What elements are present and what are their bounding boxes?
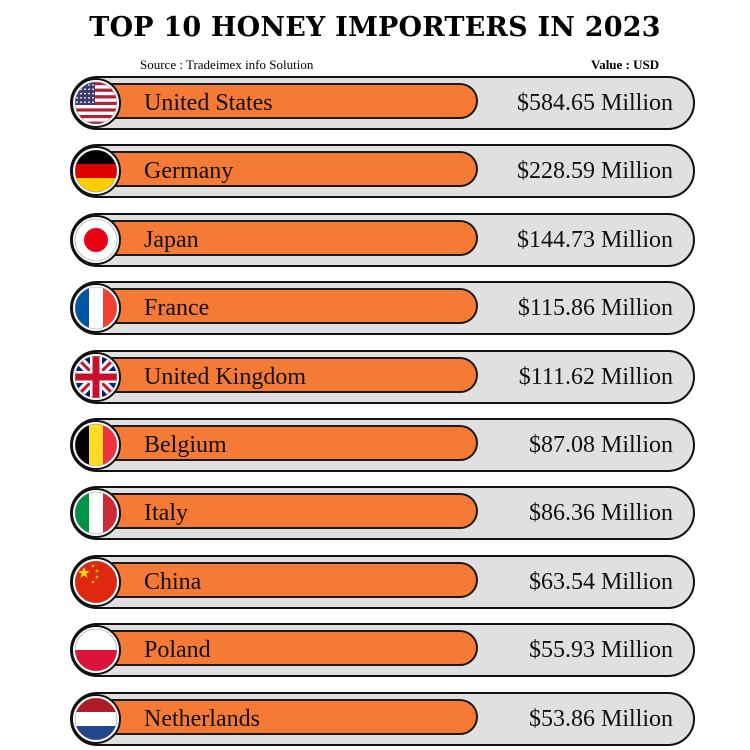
value-label: $111.62 Million (518, 363, 673, 390)
country-label: Italy (144, 500, 188, 527)
value-label: $87.08 Million (528, 432, 673, 458)
chart-row: United States $584.65 Million (70, 76, 695, 130)
country-bar (100, 561, 478, 598)
source-note: Source : Tradeimex info Solution (140, 57, 314, 72)
value-label: $63.54 Million (528, 568, 673, 595)
country-bar (100, 288, 478, 325)
value-label: $144.73 Million (516, 226, 673, 253)
country-label: Belgium (144, 432, 227, 458)
chart-row: China $63.54 Million (70, 554, 695, 609)
country-label: China (144, 568, 202, 595)
value-label: $228.59 Million (516, 158, 673, 185)
value-label: $584.65 Million (516, 90, 673, 116)
chart-row: Belgium $87.08 Million (70, 418, 695, 472)
country-label: United Kingdom (144, 363, 306, 390)
country-label: United States (144, 90, 273, 116)
chart-row: Japan $144.73 Million (70, 212, 695, 267)
country-bar (100, 698, 478, 735)
chart-row: Italy $86.36 Million (70, 486, 695, 541)
country-bar (100, 493, 478, 530)
country-label: Japan (144, 226, 199, 253)
chart-row: United Kingdom $111.62 Million (70, 349, 695, 404)
value-label: $55.93 Million (528, 637, 673, 664)
chart-title: TOP 10 HONEY IMPORTERS IN 2023 (89, 12, 661, 43)
chart-row: Germany $228.59 Million (70, 144, 695, 199)
country-label: Germany (144, 158, 234, 185)
country-bar (100, 630, 478, 667)
country-label: Poland (144, 637, 211, 664)
value-unit: Value : USD (591, 57, 660, 72)
value-label: $115.86 Million (517, 295, 673, 322)
country-label: France (144, 295, 210, 322)
value-label: $86.36 Million (528, 500, 673, 527)
value-label: $53.86 Million (528, 705, 673, 732)
country-bar (100, 425, 478, 461)
country-bar (100, 83, 478, 119)
country-bar (100, 219, 478, 256)
chart-row: Poland $55.93 Million (70, 623, 695, 678)
chart-row: France $115.86 Million (70, 281, 695, 336)
country-bar (100, 151, 478, 188)
chart-row: Netherlands $53.86 Million (70, 691, 695, 746)
country-label: Netherlands (144, 705, 260, 732)
